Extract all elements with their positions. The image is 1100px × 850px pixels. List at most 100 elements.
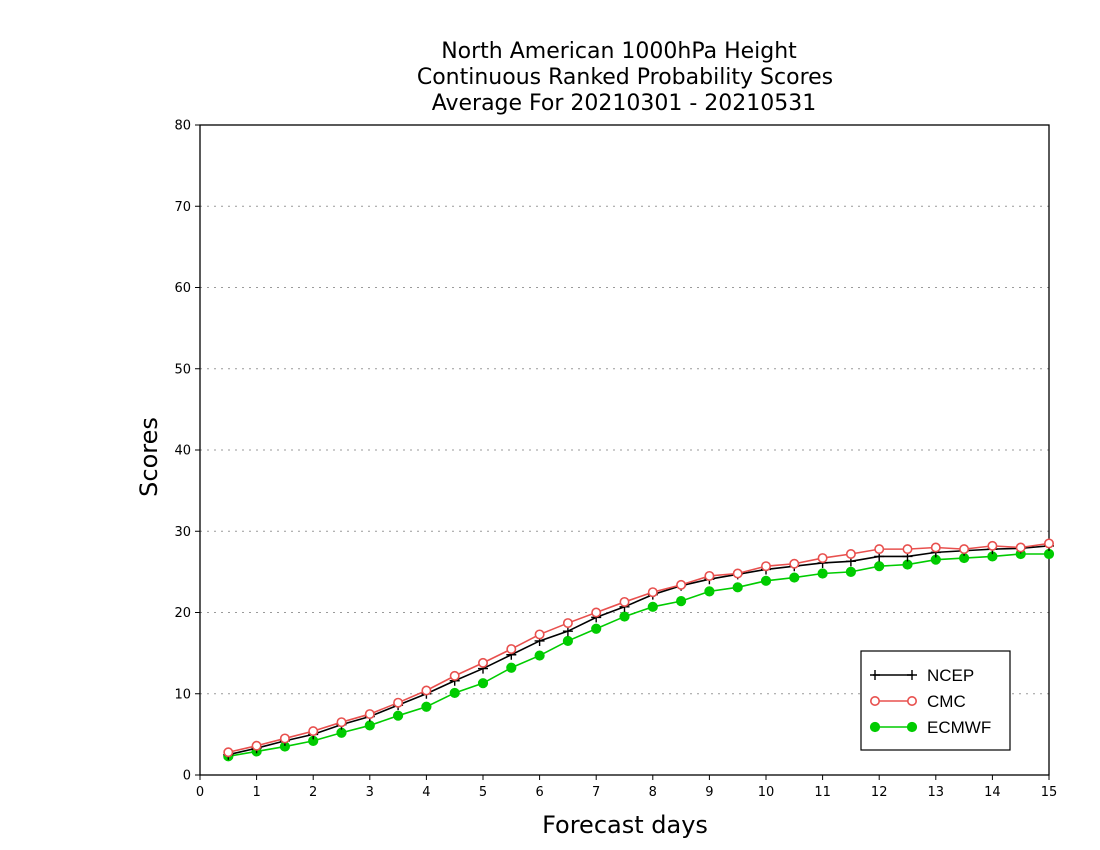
legend-marker-ecmwf [906,721,918,733]
point-cmc [223,747,234,758]
y-tick-label: 10 [174,687,191,702]
legend-item-cmc: CMC [869,692,966,711]
x-tick-label: 15 [1041,785,1058,800]
point-cmc [534,629,545,640]
point-ecmwf [732,582,743,593]
y-tick-label: 70 [174,200,191,215]
point-ecmwf [760,575,772,586]
point-ecmwf [704,586,715,597]
point-cmc [421,685,432,696]
x-tick-label: 3 [366,785,374,800]
point-cmc [364,709,375,720]
point-cmc [930,542,941,553]
legend-label-ncep: NCEP [927,666,974,685]
x-tick-label: 14 [984,785,1001,800]
x-tick-label: 7 [592,785,600,800]
point-ecmwf [845,566,857,577]
point-cmc [251,740,262,751]
point-cmc [704,570,715,581]
point-ecmwf [449,687,460,699]
point-ecmwf [534,650,545,661]
title-line-3: Average For 20210301 - 20210531 [432,91,817,116]
legend-item-ncep: NCEP [870,666,974,685]
x-tick-label: 5 [479,785,487,800]
point-ecmwf [364,720,375,731]
point-cmc [506,644,517,655]
y-tick-labels: 0 10 20 30 40 50 60 70 80 [174,119,191,784]
point-cmc [1044,538,1055,549]
x-tick-label: 2 [309,785,317,800]
point-ecmwf [477,678,489,689]
x-tick-label: 8 [649,785,657,800]
legend-item-ecmwf: ECMWF [869,718,991,737]
chart-title: North American 1000hPa Height Continuous… [417,39,833,116]
y-tick-label: 50 [174,362,191,377]
series-cmc [223,538,1055,758]
x-tick-label: 6 [535,785,543,800]
point-cmc [902,544,913,555]
point-cmc [874,544,885,555]
point-cmc [817,553,828,564]
point-ecmwf [676,596,687,607]
title-line-1: North American 1000hPa Height [441,39,797,64]
point-ecmwf [421,701,432,712]
point-cmc [959,544,970,555]
point-cmc [279,733,290,744]
point-cmc [789,558,800,569]
x-tick-label: 0 [196,785,204,800]
point-cmc [619,596,630,607]
point-ecmwf [619,611,630,622]
legend-label-cmc: CMC [927,692,966,711]
point-cmc [732,568,743,579]
y-tick-label: 0 [183,769,191,784]
point-cmc [987,540,998,551]
point-ecmwf [591,623,602,634]
x-tick-label: 13 [928,785,945,800]
point-ecmwf [562,635,574,647]
x-tick-label: 1 [252,785,260,800]
x-tick-label: 4 [422,785,430,800]
axis-ticks [195,124,1050,780]
point-cmc [760,561,771,572]
point-ecmwf [393,710,404,721]
point-cmc [449,670,460,681]
y-axis-label: Scores [135,417,163,497]
series-ecmwf [223,548,1055,762]
y-tick-label: 20 [174,606,191,621]
legend-marker-ncep [870,670,880,680]
legend-marker-ncep [907,670,917,680]
point-ecmwf [647,601,658,612]
point-cmc [336,717,347,728]
grid-lines [200,205,1049,695]
y-tick-label: 80 [174,119,191,134]
x-tick-label: 12 [871,785,888,800]
point-cmc [1015,542,1026,553]
legend-label-ecmwf: ECMWF [927,718,991,737]
point-cmc [562,618,573,629]
point-ecmwf [874,561,885,572]
legend-marker-ecmwf [869,721,881,733]
x-tick-labels: 0 1 2 3 4 5 6 7 8 9 10 11 12 13 14 15 [196,785,1057,800]
legend-marker-cmc [906,695,917,706]
title-line-2: Continuous Ranked Probability Scores [417,65,833,90]
point-ecmwf [789,572,800,583]
point-cmc [676,579,687,590]
point-cmc [647,587,658,598]
legend: NCEP CMC ECMWF [860,650,1011,751]
series-group [223,538,1055,762]
x-tick-label: 10 [758,785,775,800]
point-cmc [393,697,404,708]
point-cmc [477,657,488,668]
y-tick-label: 30 [174,525,191,540]
y-tick-label: 60 [174,281,191,296]
point-cmc [845,548,856,559]
point-cmc [591,607,602,618]
y-tick-label: 40 [174,444,191,459]
point-cmc [308,726,319,737]
point-ecmwf [506,662,517,673]
point-ecmwf [817,568,828,579]
legend-marker-cmc [869,695,880,706]
x-tick-label: 11 [814,785,831,800]
x-axis-label: Forecast days [542,811,708,839]
